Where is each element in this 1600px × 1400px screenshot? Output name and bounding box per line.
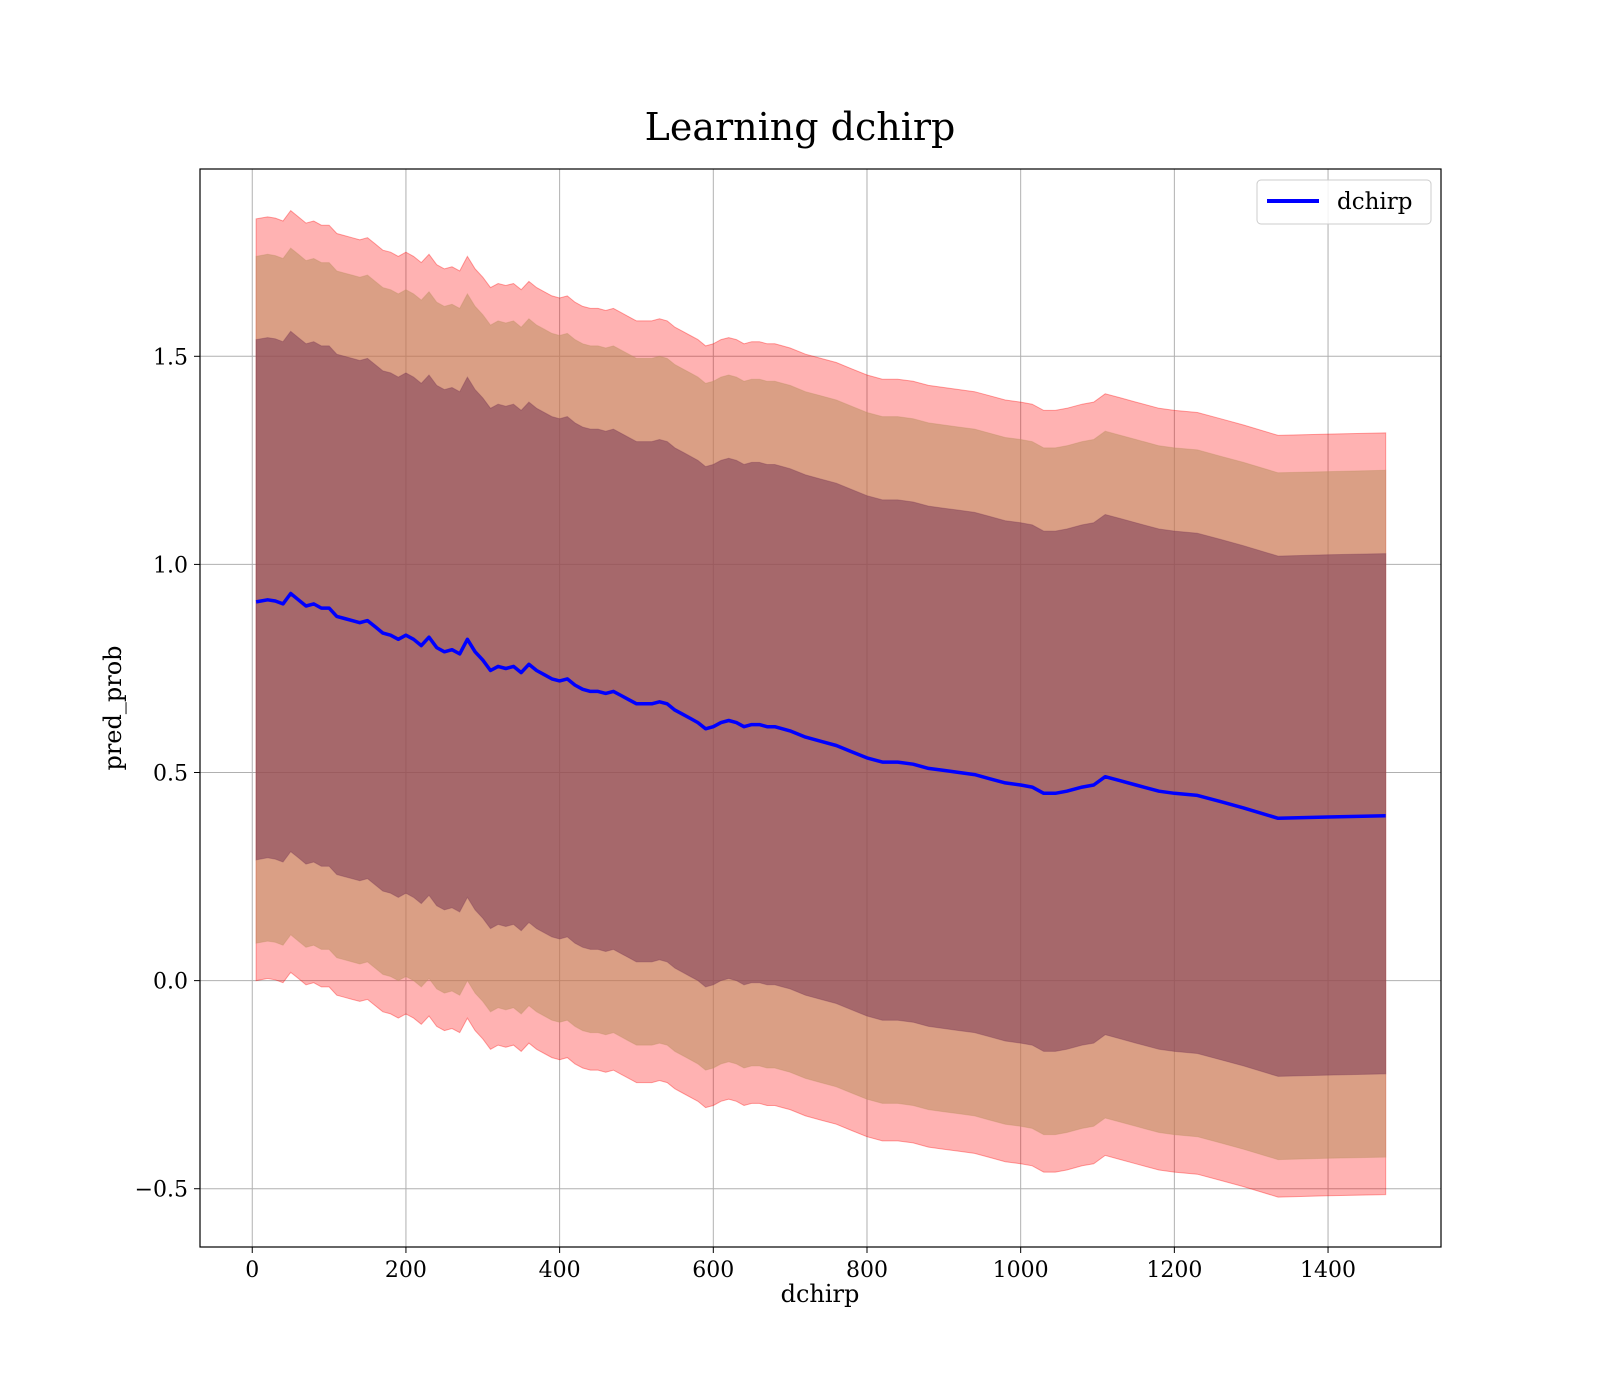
x-tick-label: 400 — [539, 1258, 581, 1283]
legend-box — [1256, 179, 1432, 225]
series-lines — [255, 591, 1386, 821]
x-tick-label: 800 — [846, 1258, 888, 1283]
x-tick-label: 1400 — [1300, 1258, 1356, 1283]
x-tick-label: 200 — [385, 1258, 427, 1283]
y-axis-label: pred_prob — [99, 645, 127, 770]
y-tick-label: 1.5 — [153, 345, 188, 370]
y-tick-label: 1.0 — [153, 553, 188, 578]
y-tick-label: 0.0 — [153, 970, 188, 995]
x-tick-label: 1200 — [1146, 1258, 1202, 1283]
y-tick-label: −0.5 — [135, 1178, 188, 1203]
y-tick-label: 0.5 — [153, 762, 188, 787]
x-axis-label: dchirp — [781, 1280, 860, 1308]
x-tick-label: 0 — [245, 1258, 259, 1283]
inner-band — [255, 330, 1387, 1077]
plot-frame — [199, 168, 1442, 1248]
confidence-bands — [255, 209, 1387, 1198]
legend: dchirp — [1256, 179, 1432, 225]
series-line-dchirp — [255, 591, 1386, 821]
x-tick-label: 1000 — [993, 1258, 1049, 1283]
chart-title: Learning dchirp — [645, 105, 956, 149]
y-axis-ticks: −0.5 0.0 0.5 1.0 1.5 — [135, 345, 200, 1203]
legend-label: dchirp — [1337, 189, 1413, 215]
x-tick-label: 600 — [692, 1258, 734, 1283]
x-axis-ticks: 0 200 400 600 800 1000 1200 1400 — [245, 1247, 1356, 1283]
